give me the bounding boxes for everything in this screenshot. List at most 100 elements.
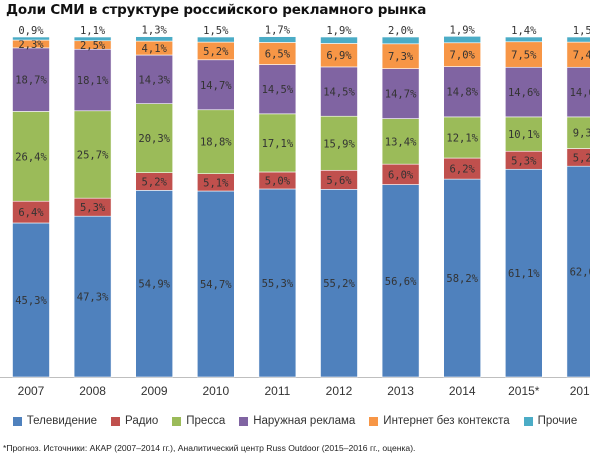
value-label: 20,3% [138,133,170,145]
value-label: 62,0% [570,267,590,279]
x-tick-label: 2012 [326,384,353,398]
value-label: 5,2% [573,152,590,164]
bar-segment [566,36,590,43]
legend-label: Радио [125,415,159,427]
value-label: 7,4% [573,50,590,62]
x-tick-label: 2010 [202,384,229,398]
bar-segment [320,189,358,378]
value-label: 10,1% [508,129,540,141]
value-label: 6,2% [450,164,476,176]
bar-segment [12,47,50,112]
bar-segment [504,41,543,68]
x-tick-label: 2011 [264,384,290,398]
stacked-bar-chart: 45,3% 6,4% 26,4% 18,7% 2,3% 0,9% 2007 47,3% 5,3%… [0,24,590,398]
bar-segment [135,54,173,104]
value-label: 0,9% [18,25,44,37]
bar-segment [381,184,420,378]
value-label: 1,5% [573,25,590,37]
value-label: 5,2% [203,46,229,58]
bar-segment [73,36,112,42]
value-label: 6,5% [265,48,291,60]
bar-segment [258,188,297,378]
value-label: 45,3% [15,295,47,307]
value-label: 14,6% [508,87,540,99]
value-label: 58,2% [446,273,478,285]
x-tick-label: 2016* [570,384,590,398]
value-label: 55,3% [262,278,294,290]
legend-item: Наружная реклама [239,415,355,427]
legend-swatch [111,416,121,426]
value-label: 47,3% [77,292,109,304]
value-label: 1,5% [203,25,229,37]
legend-item: Интернет без контекста [369,415,510,427]
value-label: 13,4% [385,136,417,148]
value-label: 5,3% [511,155,537,167]
x-tick-label: 2009 [141,384,168,398]
bar-segment [258,113,297,173]
value-label: 14,8% [446,87,478,99]
value-label: 6,0% [388,169,414,181]
bar-segment [504,66,543,118]
bar-segment [258,64,297,115]
bar-segment [320,66,358,117]
bar-segment [197,190,235,378]
bar-segment [12,222,50,378]
bar-segment [443,36,482,44]
value-label: 6,9% [326,50,352,62]
value-label: 18,8% [200,137,232,149]
legend-swatch [239,416,249,426]
value-label: 14,6% [570,87,590,99]
value-label: 2,0% [388,25,414,37]
value-label: 14,5% [262,84,294,96]
legend-item: Радио [111,415,158,427]
legend-label: Интернет без контекста [383,415,510,427]
value-label: 56,6% [385,276,417,288]
legend-item: Телевидение [12,415,98,427]
bar-segment [73,110,112,199]
bar-segment [443,66,482,118]
value-label: 1,9% [450,24,476,36]
bar-segment [73,48,112,112]
value-label: 7,0% [450,50,476,62]
legend-label: Телевидение [26,415,98,427]
bar-segment [135,36,173,42]
legend-swatch [523,416,533,426]
value-label: 5,2% [142,177,168,189]
legend-label: Пресса [186,415,226,427]
x-tick-label: 2008 [79,384,106,398]
value-label: 1,7% [265,25,291,37]
value-label: 14,3% [138,74,170,86]
value-label: 54,7% [200,279,232,291]
value-label: 5,1% [203,177,229,189]
bar-segment [443,116,482,159]
value-label: 2,3% [18,39,44,51]
value-label: 55,2% [323,278,355,290]
bar-segment [504,36,543,43]
legend-label: Прочие [537,415,578,427]
x-tick-label: 2014 [449,384,476,398]
legend-swatch [369,416,379,426]
value-label: 17,1% [262,138,294,150]
bar-segment [258,36,297,43]
value-label: 7,3% [388,51,414,63]
bar-segment [381,118,420,165]
legend-swatch [12,416,22,426]
legend-label: Наружная реклама [253,415,356,427]
value-label: 18,1% [77,75,109,87]
value-label: 14,7% [200,80,232,92]
value-label: 15,9% [323,138,355,150]
value-label: 1,3% [142,25,168,37]
value-label: 9,3% [573,128,590,140]
legend-item: Пресса [172,415,225,427]
value-label: 7,5% [511,50,537,62]
value-label: 6,4% [18,207,44,219]
bar-segment [320,36,358,44]
footnote: *Прогноз. Источники: АКАР (2007–2014 гг.… [3,443,416,453]
x-tick-label: 2013 [387,384,414,398]
legend-swatch [172,416,182,426]
bar-segment [320,115,358,171]
value-label: 1,9% [326,25,352,37]
value-label: 4,1% [142,43,168,55]
value-label: 12,1% [446,132,478,144]
bar-segment [197,36,235,43]
